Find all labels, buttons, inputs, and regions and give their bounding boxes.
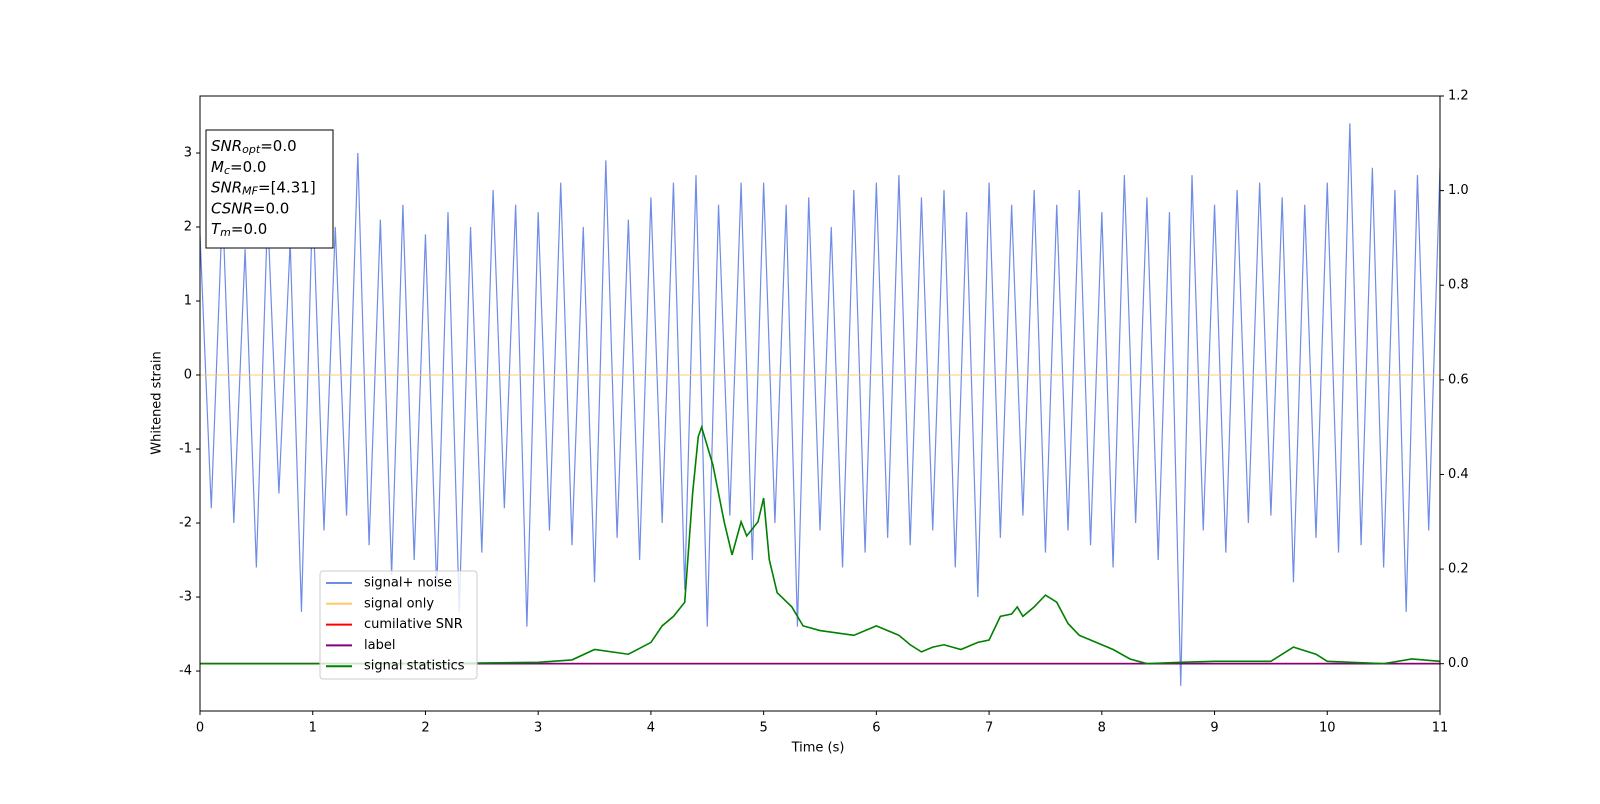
annotation-line: SNRopt=0.0 [211,137,297,157]
y-tick-label: -2 [179,516,192,531]
y2-tick-label: 0.2 [1448,562,1469,577]
x-tick-label: 11 [1432,721,1449,736]
y-tick-label: 3 [184,145,192,160]
plot-frame [199,95,1441,712]
annotation-value: =0.0 [260,137,296,155]
x-tick-label: 2 [421,721,429,736]
x-tick-label: 1 [309,721,317,736]
y2-tick-label: 1.0 [1448,183,1469,198]
annotation-name: SNR [211,137,242,155]
legend-frame [319,570,478,680]
x-tick-label: 9 [1210,721,1218,736]
y-tick-label: 1 [184,294,192,309]
y2-tick-label: 0.0 [1448,656,1469,671]
legend: signal+ noise signal only cumilative SNR la… [319,570,478,680]
series-line [200,123,1440,686]
annotation-line: Tm=0.0 [211,220,267,240]
annotation-box: SNRopt=0.0Mc=0.0SNRMF=[4.31]CSNR=0.0Tm=0… [205,129,334,249]
annotation-line: CSNR=0.0 [211,199,289,217]
y2-tick-label: 1.2 [1448,89,1469,104]
x-tick-label: 5 [759,721,767,736]
annotation-sub: c [224,164,230,177]
series-line [200,424,1440,665]
x-tick-label: 0 [196,721,204,736]
annotation-name: CSNR [211,199,253,217]
y2-tick-label: 0.6 [1448,372,1469,387]
annotation-value: =0.0 [253,199,289,217]
annotation-sub: m [220,226,231,239]
y-tick-label: -1 [179,442,192,457]
y-axis-label: Whitened strain [150,351,165,454]
y-tick-label: 2 [184,219,192,234]
y2-tick-label: 0.4 [1448,467,1469,482]
annotation-name: T [211,220,222,238]
y-tick-label: -3 [179,590,192,605]
legend-label: signal statistics [364,659,465,674]
x-axis-label: Time (s) [791,741,845,756]
annotation-name: SNR [211,178,242,196]
x-tick-label: 8 [1098,721,1106,736]
x-tick-label: 6 [872,721,880,736]
annotation-line: Mc=0.0 [211,157,266,177]
annotation-value: =0.0 [231,220,267,238]
annotation-value: =0.0 [230,157,266,175]
annotation-value: =[4.31] [258,178,316,196]
y-tick-label: -4 [179,664,192,679]
annotation-sub: MF [242,185,258,198]
y2-tick-label: 0.8 [1448,278,1469,293]
x-tick-label: 4 [647,721,655,736]
legend-label: cumilative SNR [364,617,463,632]
y-tick-label: 0 [184,368,192,383]
legend-label: signal+ noise [364,576,452,591]
annotation-name: M [211,157,224,175]
annotation-frame [205,129,334,249]
x-tick-label: 3 [534,721,542,736]
legend-label: label [364,638,395,653]
annotation-sub: opt [242,143,261,156]
x-tick-label: 7 [985,721,993,736]
x-tick-label: 10 [1319,721,1336,736]
legend-label: signal only [364,596,434,611]
annotation-line: SNRMF=[4.31] [211,178,316,198]
